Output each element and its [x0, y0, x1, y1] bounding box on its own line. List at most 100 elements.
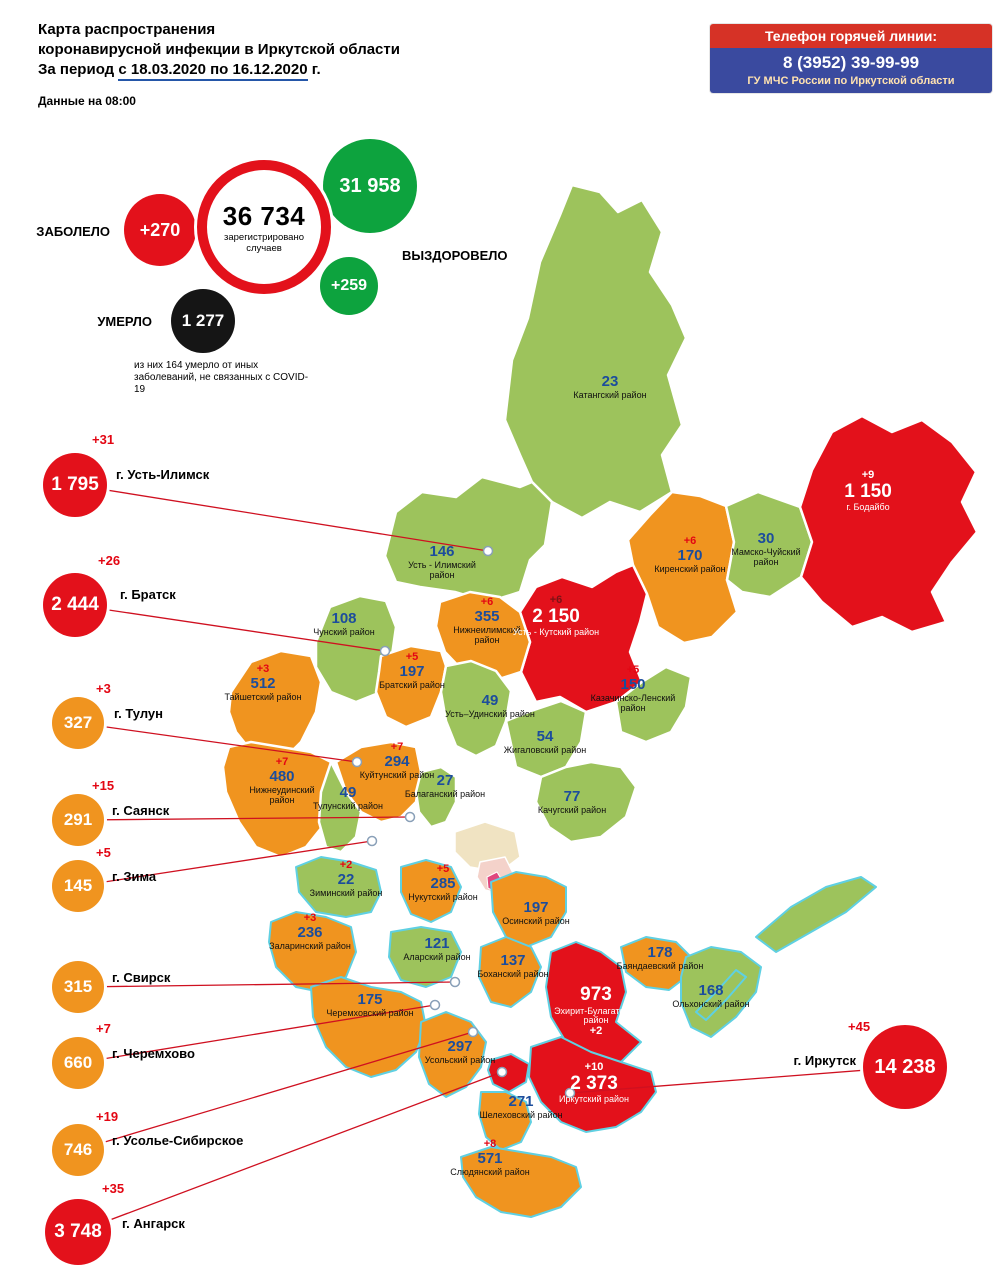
- city-marker-dot: [467, 1026, 479, 1038]
- baikal-far-shore: [755, 876, 877, 953]
- city-circle-cheremkhovo: 660: [52, 1037, 104, 1089]
- region-shape-zhigalovsky: [504, 699, 588, 779]
- region-shape-zalarinsky: [268, 911, 357, 993]
- recovered-value: 31 958: [339, 174, 401, 197]
- recovered-delta: +259: [330, 277, 368, 294]
- region-shape-bratsky: [374, 644, 448, 729]
- city-value: 145: [63, 876, 93, 895]
- region-shape-osinsky: [490, 871, 567, 948]
- died-note: из них 164 умерло от иных заболеваний, н…: [134, 360, 309, 395]
- region-shape-ust-kutsky: [518, 563, 649, 714]
- region-shape-bokhansky: [478, 936, 542, 1008]
- region-shape-angarsky: [487, 1053, 530, 1093]
- sick-circle: +270: [124, 194, 196, 266]
- city-name: г. Иркутск: [793, 1053, 856, 1068]
- city-marker-dot: [404, 811, 416, 823]
- callout-line: [74, 484, 489, 552]
- city-value: 2 444: [51, 594, 99, 615]
- city-marker-dot: [379, 645, 391, 657]
- region-shape-ust-ilimsky: [383, 475, 554, 604]
- region-shape-ust-udinsky: [439, 659, 513, 758]
- city-circle-svirsk: 315: [52, 961, 104, 1013]
- city-name: г. Свирск: [112, 970, 171, 985]
- region-shape-nizhneudinsky: [221, 740, 338, 859]
- city-name: г. Братск: [120, 587, 176, 602]
- city-marker-dot: [496, 1066, 508, 1078]
- city-name: г. Усолье-Сибирское: [112, 1133, 244, 1148]
- region-shape-ziminsky: [295, 856, 382, 918]
- city-name: г. Ангарск: [122, 1216, 185, 1231]
- city-circle-angarsk: 3 748: [45, 1199, 111, 1265]
- sick-delta: +270: [139, 219, 181, 240]
- region-shape-tayshetsky: [227, 649, 323, 764]
- recovered-label: ВЫЗДОРОВЕЛО: [402, 248, 508, 263]
- city-circle-irkutsk: 14 238: [863, 1025, 947, 1109]
- total-circle: 36 734 зарегистрировано случаев: [197, 160, 331, 294]
- city-marker-dot: [564, 1087, 576, 1099]
- callout-line: [77, 722, 358, 763]
- olkhon-island: [695, 969, 747, 1021]
- city-name: г. Черемхово: [112, 1046, 195, 1061]
- region-shape-slyudyansky: [460, 1146, 582, 1218]
- city-delta: +15: [92, 778, 115, 793]
- city-value: 1 795: [51, 474, 99, 495]
- recovered-circle: 31 958: [323, 139, 417, 233]
- callout-line: [77, 1031, 474, 1151]
- callout-line: [77, 816, 411, 821]
- died-label: УМЕРЛО: [97, 314, 152, 329]
- callout-lines: [74, 484, 906, 1233]
- hotline-box: Телефон горячей линии: 8 (3952) 39-99-99…: [710, 24, 992, 93]
- city-value: 291: [63, 810, 93, 829]
- data-timestamp: Данные на 08:00: [38, 94, 136, 108]
- hotline-body: 8 (3952) 39-99-99 ГУ МЧС России по Иркут…: [710, 48, 992, 93]
- city-name: г. Саянск: [112, 803, 170, 818]
- period-suffix: г.: [307, 61, 321, 78]
- city-marker-dot: [429, 999, 441, 1011]
- city-marker-dot: [482, 545, 494, 557]
- city-name: г. Усть-Илимск: [116, 467, 210, 482]
- city-delta: +35: [102, 1181, 125, 1196]
- period-dates: с 18.03.2020 по 16.12.2020: [118, 61, 308, 81]
- city-delta: +3: [96, 681, 111, 696]
- region-shape-mamsko-chuysky: [724, 490, 814, 599]
- region-shape-usolsky: [418, 1011, 487, 1098]
- region-shape-nizhneilimsky: [434, 590, 532, 684]
- callout-line: [77, 1071, 503, 1233]
- title-line-3: За период с 18.03.2020 по 16.12.2020 г.: [38, 60, 400, 81]
- callout-line: [74, 604, 386, 652]
- city-marker-dot: [366, 835, 378, 847]
- callout-line: [77, 981, 456, 988]
- region-shape-bodaybinsky: [798, 414, 979, 634]
- city-name: г. Тулун: [114, 706, 164, 721]
- callout-line: [77, 840, 373, 887]
- total-caption: зарегистрировано случаев: [224, 231, 304, 254]
- callout-line: [77, 1004, 436, 1064]
- region-shape-katangsky: [503, 183, 688, 520]
- region-shape-tulunsky: [317, 760, 363, 854]
- region-shape-irkutsky: [528, 1036, 657, 1133]
- city-delta: +19: [96, 1109, 119, 1124]
- region-shape-balagansky: [414, 765, 458, 829]
- city-delta: +31: [92, 432, 115, 447]
- hotline-phone: 8 (3952) 39-99-99: [782, 53, 920, 72]
- region-shape-nukutsky: [400, 859, 462, 923]
- city-value: 315: [63, 977, 93, 996]
- city-name: г. Зима: [112, 869, 157, 884]
- died-circle: 1 277: [171, 289, 235, 353]
- city-marker-dot: [351, 756, 363, 768]
- city-value: 14 238: [874, 1055, 936, 1078]
- city-value: 660: [63, 1053, 93, 1072]
- city-value: 746: [63, 1140, 93, 1159]
- callout-line: [569, 1066, 906, 1094]
- page-title: Карта распространения коронавирусной инф…: [38, 20, 400, 81]
- recovered-delta-circle: +259: [320, 257, 378, 315]
- city-delta: +45: [848, 1019, 871, 1034]
- region-shape-ekhirit-bulagatsky: [545, 941, 642, 1063]
- period-prefix: За период: [38, 61, 119, 78]
- city-marker-dot: [449, 976, 461, 988]
- total-value: 36 734: [222, 200, 306, 231]
- region-shape-kazachinsko-lensky: [614, 665, 693, 744]
- region-shape-alarsky: [388, 926, 462, 988]
- region-shape-kirensky: [626, 490, 739, 645]
